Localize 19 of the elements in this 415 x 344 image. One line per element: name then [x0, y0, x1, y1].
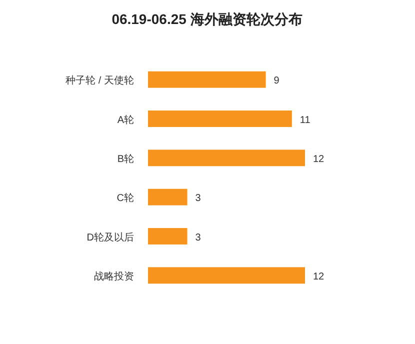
- y-tick-label: 种子轮 / 天使轮: [66, 74, 134, 87]
- data-label: 12: [313, 154, 325, 165]
- data-label: 12: [313, 271, 325, 282]
- y-tick-label: 战略投资: [94, 270, 134, 282]
- data-label: 9: [274, 76, 280, 87]
- y-tick-label: B轮: [117, 152, 134, 165]
- y-tick-label: D轮及以后: [86, 231, 134, 244]
- bar: [148, 150, 305, 166]
- bar: [148, 267, 305, 284]
- bar: [148, 188, 188, 206]
- y-tick-label: C轮: [116, 192, 134, 204]
- data-label: 11: [300, 114, 311, 126]
- bar: [148, 71, 266, 88]
- y-tick-label: A轮: [117, 114, 134, 126]
- data-label: 3: [195, 232, 202, 244]
- bar: [148, 228, 188, 244]
- bar: [148, 110, 292, 127]
- data-label: 3: [195, 193, 202, 204]
- chart-title: 06.19-06.25 海外融资轮次分布: [112, 11, 302, 27]
